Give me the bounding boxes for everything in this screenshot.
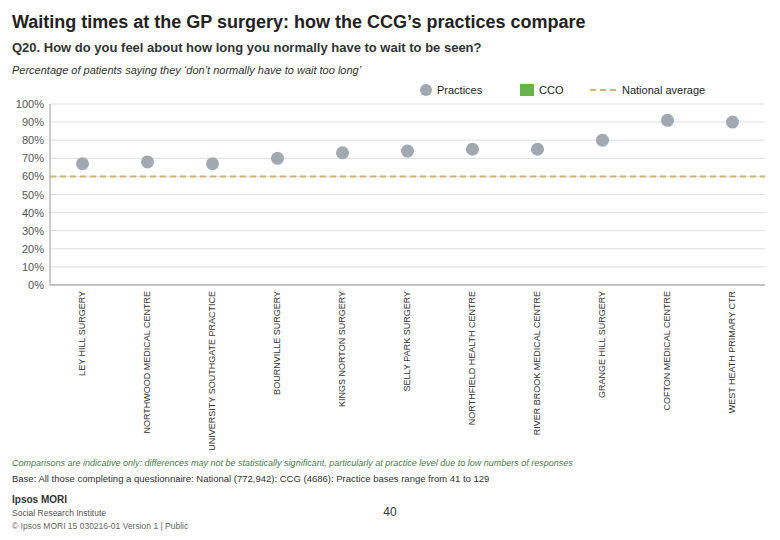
grid-line xyxy=(50,212,765,213)
x-tick-label: WEST HEATH PRIMARY CTR xyxy=(727,291,737,414)
legend-swatch xyxy=(420,84,432,96)
x-tick-label: NORTHFIELD HEALTH CENTRE xyxy=(467,291,477,425)
point xyxy=(661,114,674,127)
x-tick-label: RIVER BROOK MEDICAL CENTRE xyxy=(532,291,542,435)
y-tick-label: 100% xyxy=(16,98,44,110)
point xyxy=(531,143,544,156)
brand: Ipsos MORI xyxy=(12,494,67,505)
x-tick-label: KINGS NORTON SURGERY xyxy=(337,291,347,407)
x-tick-label: COFTON MEDICAL CENTRE xyxy=(662,291,672,411)
x-tick-label: BOURNVILLE SURGERY xyxy=(272,291,282,395)
point xyxy=(206,157,219,170)
point xyxy=(271,152,284,165)
y-tick-label: 70% xyxy=(22,152,44,164)
grid xyxy=(50,104,765,285)
comparisons-note: Comparisons are indicative only: differe… xyxy=(12,458,573,468)
y-tick-label: 60% xyxy=(22,170,44,182)
point xyxy=(466,143,479,156)
title: Waiting times at the GP surgery: how the… xyxy=(12,12,585,32)
y-tick-label: 50% xyxy=(22,189,44,201)
x-axis-line xyxy=(50,285,765,286)
grid-line xyxy=(50,104,765,105)
grid-line xyxy=(50,122,765,123)
y-tick-label: 90% xyxy=(22,116,44,128)
base-note: Base: All those completing a questionnai… xyxy=(12,473,489,484)
grid-line xyxy=(50,266,765,267)
grid-line xyxy=(50,194,765,195)
x-tick-label: UNIVERSITY SOUTHGATE PRACTICE xyxy=(207,291,217,451)
legend-swatch xyxy=(520,84,534,96)
x-tick-label: LEY HILL SURGERY xyxy=(77,291,87,376)
y-tick-label: 40% xyxy=(22,207,44,219)
national-average-line xyxy=(50,175,765,177)
point xyxy=(141,155,154,168)
y-tick-label: 20% xyxy=(22,243,44,255)
brand-sub: Social Research Institute xyxy=(12,508,106,518)
plot-area xyxy=(50,114,765,177)
y-tick-label: 0% xyxy=(28,279,44,291)
y-tick-label: 80% xyxy=(22,134,44,146)
y-axis-line xyxy=(50,104,51,285)
page-number: 40 xyxy=(383,505,397,519)
point xyxy=(596,134,609,147)
grid-line xyxy=(50,248,765,249)
point xyxy=(726,116,739,129)
x-tick-label: GRANGE HILL SURGERY xyxy=(597,291,607,398)
legend-label: National average xyxy=(622,84,705,96)
grid-line xyxy=(50,176,765,177)
grid-line xyxy=(50,230,765,231)
point xyxy=(336,146,349,159)
x-tick-label: SELLY PARK SURGERY xyxy=(402,291,412,391)
copyright: © Ipsos MORI 15 030216-01 Version 1 | Pu… xyxy=(12,521,189,531)
point xyxy=(401,145,414,158)
chart: Waiting times at the GP surgery: how the… xyxy=(0,0,780,540)
legend-label: Practices xyxy=(437,84,483,96)
y-axis: 0% 10% 20% 30% 40% 50% 60% 70% 80% 90% 100% xyxy=(16,98,765,291)
y-tick-label: 30% xyxy=(22,225,44,237)
legend-label: CCO xyxy=(539,84,564,96)
x-axis: LEY HILL SURGERY NORTHWOOD MEDICAL CENTRE… xyxy=(77,291,737,451)
legend-swatch xyxy=(590,89,616,91)
legend: Practices CCO National average xyxy=(420,84,705,96)
grid-line xyxy=(50,158,765,159)
x-tick-label: NORTHWOOD MEDICAL CENTRE xyxy=(142,291,152,434)
subtitle: Q20. How do you feel about how long you … xyxy=(12,40,482,55)
y-tick-label: 10% xyxy=(22,261,44,273)
grid-line xyxy=(50,285,765,286)
y-label: Percentage of patients saying they ‘don’… xyxy=(12,64,362,76)
grid-line xyxy=(50,140,765,141)
point xyxy=(76,157,89,170)
notes: Comparisons are indicative only: differe… xyxy=(12,458,573,531)
